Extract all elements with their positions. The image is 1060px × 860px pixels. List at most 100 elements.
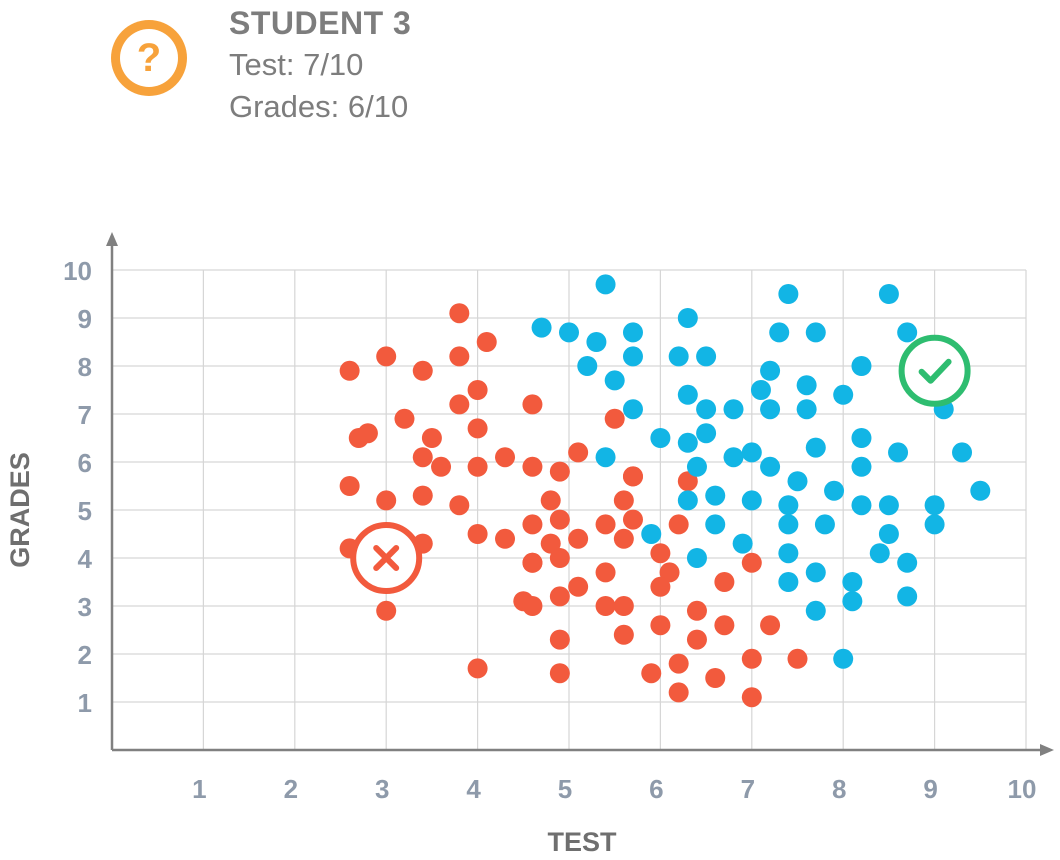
x-tick-label: 5 (558, 774, 572, 804)
red-point (449, 346, 470, 367)
blue-point (897, 552, 918, 573)
red-point (686, 600, 707, 621)
blue-point (952, 442, 973, 463)
red-point (714, 615, 735, 636)
blue-point (851, 456, 872, 477)
blue-point (851, 428, 872, 448)
x-tick-label: 3 (375, 774, 389, 804)
red-point (549, 548, 570, 568)
red-point (412, 360, 433, 381)
red-point (467, 418, 488, 439)
red-point (622, 509, 643, 530)
marker-ring (898, 334, 971, 407)
blue-point (723, 399, 744, 420)
blue-point (851, 495, 872, 516)
red-point (412, 447, 433, 468)
blue-point (696, 423, 717, 444)
red-point (549, 586, 570, 607)
x-tick-label: 1 (192, 774, 206, 804)
blue-point (924, 514, 945, 535)
x-axis-label: TEST (547, 827, 617, 857)
red-point (613, 596, 634, 616)
blue-point (668, 346, 689, 367)
red-point (650, 543, 671, 564)
red-point (568, 528, 589, 549)
blue-point (805, 600, 826, 621)
student-test-score: Test: 7/10 (229, 47, 364, 82)
blue-point (778, 495, 799, 516)
blue-point (686, 456, 707, 477)
blue-point (677, 384, 698, 405)
red-point (540, 533, 561, 554)
blue-point (805, 437, 826, 458)
red-point (467, 380, 488, 400)
blue-point (750, 380, 771, 400)
blue-point (531, 317, 552, 338)
red-point (650, 576, 671, 597)
red-point (613, 624, 634, 645)
blue-point (769, 322, 790, 343)
red-point (686, 629, 707, 650)
red-point (677, 471, 698, 492)
red-point (449, 394, 470, 415)
blue-point (559, 322, 579, 343)
red-point (421, 428, 442, 448)
blue-point (686, 548, 707, 568)
red-point (549, 629, 570, 650)
red-point (467, 456, 488, 477)
student-question-icon: ? (111, 20, 187, 96)
blue-point (796, 399, 817, 420)
y-tick-label: 7 (78, 400, 92, 430)
red-point (705, 668, 726, 688)
red-point (595, 514, 616, 535)
red-point (714, 572, 735, 592)
y-tick-label: 2 (78, 640, 92, 670)
red-point (760, 615, 781, 636)
y-tick-label: 1 (78, 688, 92, 718)
red-point (467, 524, 488, 544)
student-info: STUDENT 3 Test: 7/10 Grades: 6/10 (229, 0, 411, 128)
red-point (376, 600, 397, 621)
red-point (650, 615, 671, 636)
student-grades-score: Grades: 6/10 (229, 89, 409, 124)
blue-point (677, 308, 698, 328)
red-point (522, 514, 543, 535)
red-point (376, 490, 397, 511)
blue-point (878, 495, 899, 516)
blue-point (760, 360, 781, 381)
blue-point (741, 490, 762, 511)
blue-point (586, 332, 607, 352)
red-point (540, 490, 561, 511)
blue-point (677, 432, 698, 453)
red-point (522, 394, 543, 415)
blue-point (641, 524, 662, 544)
red-point (412, 485, 433, 506)
x-tick-label: 6 (649, 774, 663, 804)
y-tick-label: 9 (78, 304, 92, 334)
red-point (549, 461, 570, 482)
blue-point (732, 533, 753, 554)
blue-point (705, 485, 726, 506)
red-point (522, 456, 543, 477)
student-icon-inner: ? (120, 29, 178, 87)
red-point (549, 663, 570, 684)
blue-point (778, 284, 799, 304)
y-tick-label: 10 (63, 256, 92, 286)
red-point (595, 562, 616, 583)
blue-point (778, 572, 799, 592)
red-point (668, 682, 689, 703)
blue-point (595, 274, 616, 295)
red-point (568, 576, 589, 597)
blue-point (814, 514, 835, 535)
student-title: STUDENT 3 (229, 5, 412, 41)
red-point (476, 332, 497, 352)
y-tick-label: 8 (78, 352, 92, 382)
red-point (613, 490, 634, 511)
red-point (449, 495, 470, 516)
blue-point (970, 480, 991, 501)
blue-point (842, 572, 863, 592)
blue-point (851, 356, 872, 376)
red-point (431, 456, 452, 477)
red-point (376, 346, 397, 367)
